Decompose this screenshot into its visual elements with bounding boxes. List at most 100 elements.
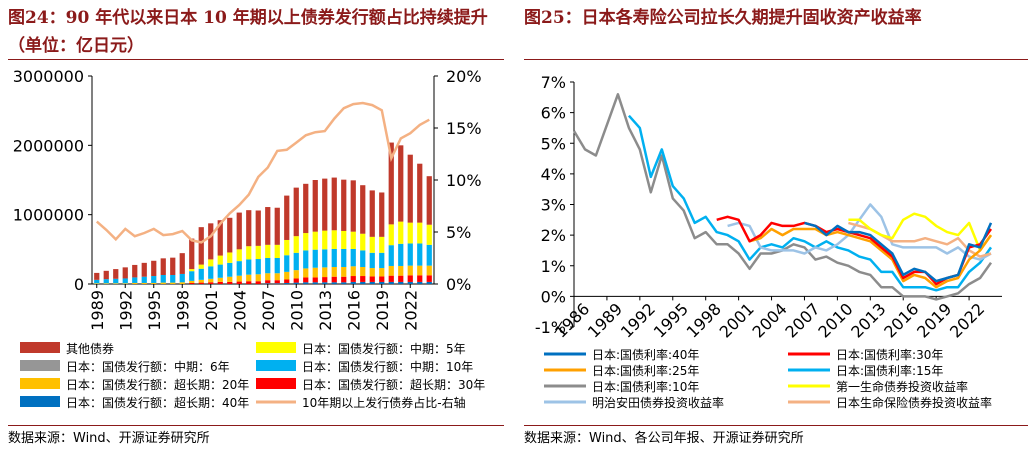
bar-m5-2002 — [217, 255, 223, 265]
bar-m20-2017 — [360, 267, 366, 277]
bar-m5-2009 — [284, 239, 290, 256]
x-tick-label: 1998 — [173, 290, 192, 331]
bar-other-2016 — [350, 180, 356, 232]
bar-m5-2020 — [388, 224, 394, 246]
bar-m40-2020 — [388, 281, 394, 284]
bar-m5-2023 — [417, 222, 423, 244]
y-tick-label: 5% — [541, 134, 566, 153]
x-tick-label: 2001 — [716, 299, 758, 341]
bar-other-1997 — [170, 257, 176, 275]
x-tick-label: 2016 — [880, 299, 922, 341]
chart-title-left: 图24：90 年代以来日本 10 年期以上债券发行额占比持续提升（单位：亿日元） — [8, 8, 488, 56]
x-tick-label: 2007 — [259, 290, 278, 331]
bar-m30-2014 — [331, 276, 337, 283]
bar-m20-1996 — [160, 282, 166, 284]
bar-m10-2008 — [274, 258, 280, 274]
bar-other-2006 — [255, 210, 261, 246]
bar-other-2023 — [417, 163, 423, 223]
bar-m20-2022 — [407, 265, 413, 276]
bar-m5-2008 — [274, 244, 280, 258]
bar-m20-2006 — [255, 274, 261, 282]
legend-label-m5: 日本：国债发行额：中期：5年 — [302, 341, 466, 356]
bar-m20-1997 — [170, 282, 176, 284]
legend-label-r40: 日本:国债利率:40年 — [592, 347, 699, 362]
bar-m5-2021 — [398, 221, 404, 244]
bar-m20-1998 — [179, 282, 185, 284]
bar-m20-2002 — [217, 277, 223, 282]
y-tick-label: 2% — [541, 226, 566, 245]
y2-tick-label: 5% — [446, 223, 471, 242]
bar-other-1996 — [160, 258, 166, 275]
bar-m20-2003 — [227, 276, 233, 282]
bar-m30-2007 — [265, 280, 271, 284]
bar-other-2021 — [398, 145, 404, 222]
bar-m20-1993 — [132, 282, 138, 284]
y-tick-label: 3000000 — [13, 67, 84, 86]
line-r25 — [749, 227, 993, 289]
bar-m40-2023 — [417, 281, 423, 284]
bar-m40-2008 — [274, 283, 280, 284]
bar-m20-2019 — [379, 268, 385, 277]
bar-other-2014 — [331, 177, 337, 231]
bar-other-1998 — [179, 253, 185, 274]
bar-m20-2007 — [265, 273, 271, 281]
bar-m40-2018 — [369, 281, 375, 284]
source-rule-left — [8, 425, 504, 426]
legend-label-m20: 日本：国债发行额：超长期：20年 — [66, 377, 249, 392]
bar-m10-2011 — [303, 250, 309, 269]
bar-m5-2012 — [312, 231, 318, 250]
x-tick-label: 2022 — [946, 299, 988, 341]
x-tick-label: 2013 — [847, 299, 889, 341]
bar-m10-2006 — [255, 259, 261, 275]
x-tick-label: 2001 — [202, 290, 221, 331]
y-tick-label: 6% — [541, 104, 566, 123]
legend-swatch-other — [20, 342, 60, 353]
bar-m20-2011 — [303, 268, 309, 278]
legend-label-r15: 日本:国债利率:15年 — [836, 363, 943, 378]
x-tick-label: 2019 — [373, 290, 392, 331]
bar-m20-2009 — [284, 271, 290, 280]
bar-m10-2012 — [312, 249, 318, 268]
title-rule-right — [524, 59, 1028, 60]
y2-tick-label: 20% — [446, 67, 482, 86]
bar-m10-2001 — [208, 266, 214, 279]
bar-other-1992 — [122, 267, 128, 279]
bar-m5-2013 — [322, 230, 328, 250]
x-tick-label: 2010 — [814, 299, 856, 341]
bar-m10-2003 — [227, 262, 233, 277]
line-dai — [848, 212, 993, 252]
bar-m10-1993 — [132, 277, 138, 283]
bar-m20-1999 — [189, 280, 195, 283]
bar-m10-2017 — [360, 250, 366, 268]
bar-m5-2015 — [341, 230, 347, 249]
x-tick-label: 1992 — [116, 290, 135, 331]
bar-m20-2012 — [312, 267, 318, 278]
y-tick-label: -1% — [535, 318, 566, 337]
y2-tick-label: 0% — [446, 275, 471, 294]
bar-m20-2018 — [369, 268, 375, 277]
bar-m5-2017 — [360, 233, 366, 251]
bar-m40-2009 — [284, 282, 290, 284]
legend-label-other: 其他债券 — [66, 341, 114, 356]
bar-m40-2017 — [360, 281, 366, 284]
bar-m20-2024 — [426, 265, 432, 276]
x-tick-label: 1995 — [650, 299, 692, 341]
bar-m20-2014 — [331, 267, 337, 277]
y-tick-label: 7% — [541, 73, 566, 92]
bar-m30-2005 — [246, 281, 252, 284]
bar-m30-2016 — [350, 276, 356, 282]
bar-m5-1999 — [189, 269, 195, 272]
bar-m30-2010 — [293, 278, 299, 283]
bar-m5-2004 — [236, 249, 242, 262]
bar-other-2022 — [407, 154, 413, 223]
bar-m10-1992 — [122, 278, 128, 284]
bar-m10-1989 — [94, 279, 100, 284]
bar-m10-1995 — [151, 276, 157, 283]
bar-m10-1990 — [103, 279, 109, 284]
bar-other-2024 — [426, 176, 432, 225]
bar-m40-2013 — [322, 282, 328, 284]
bar-m20-2021 — [398, 265, 404, 276]
bar-m5-2018 — [369, 236, 375, 253]
legend-label-share: 10年期以上发行债券占比-右轴 — [302, 395, 466, 410]
y-tick-label: 1% — [541, 257, 566, 276]
